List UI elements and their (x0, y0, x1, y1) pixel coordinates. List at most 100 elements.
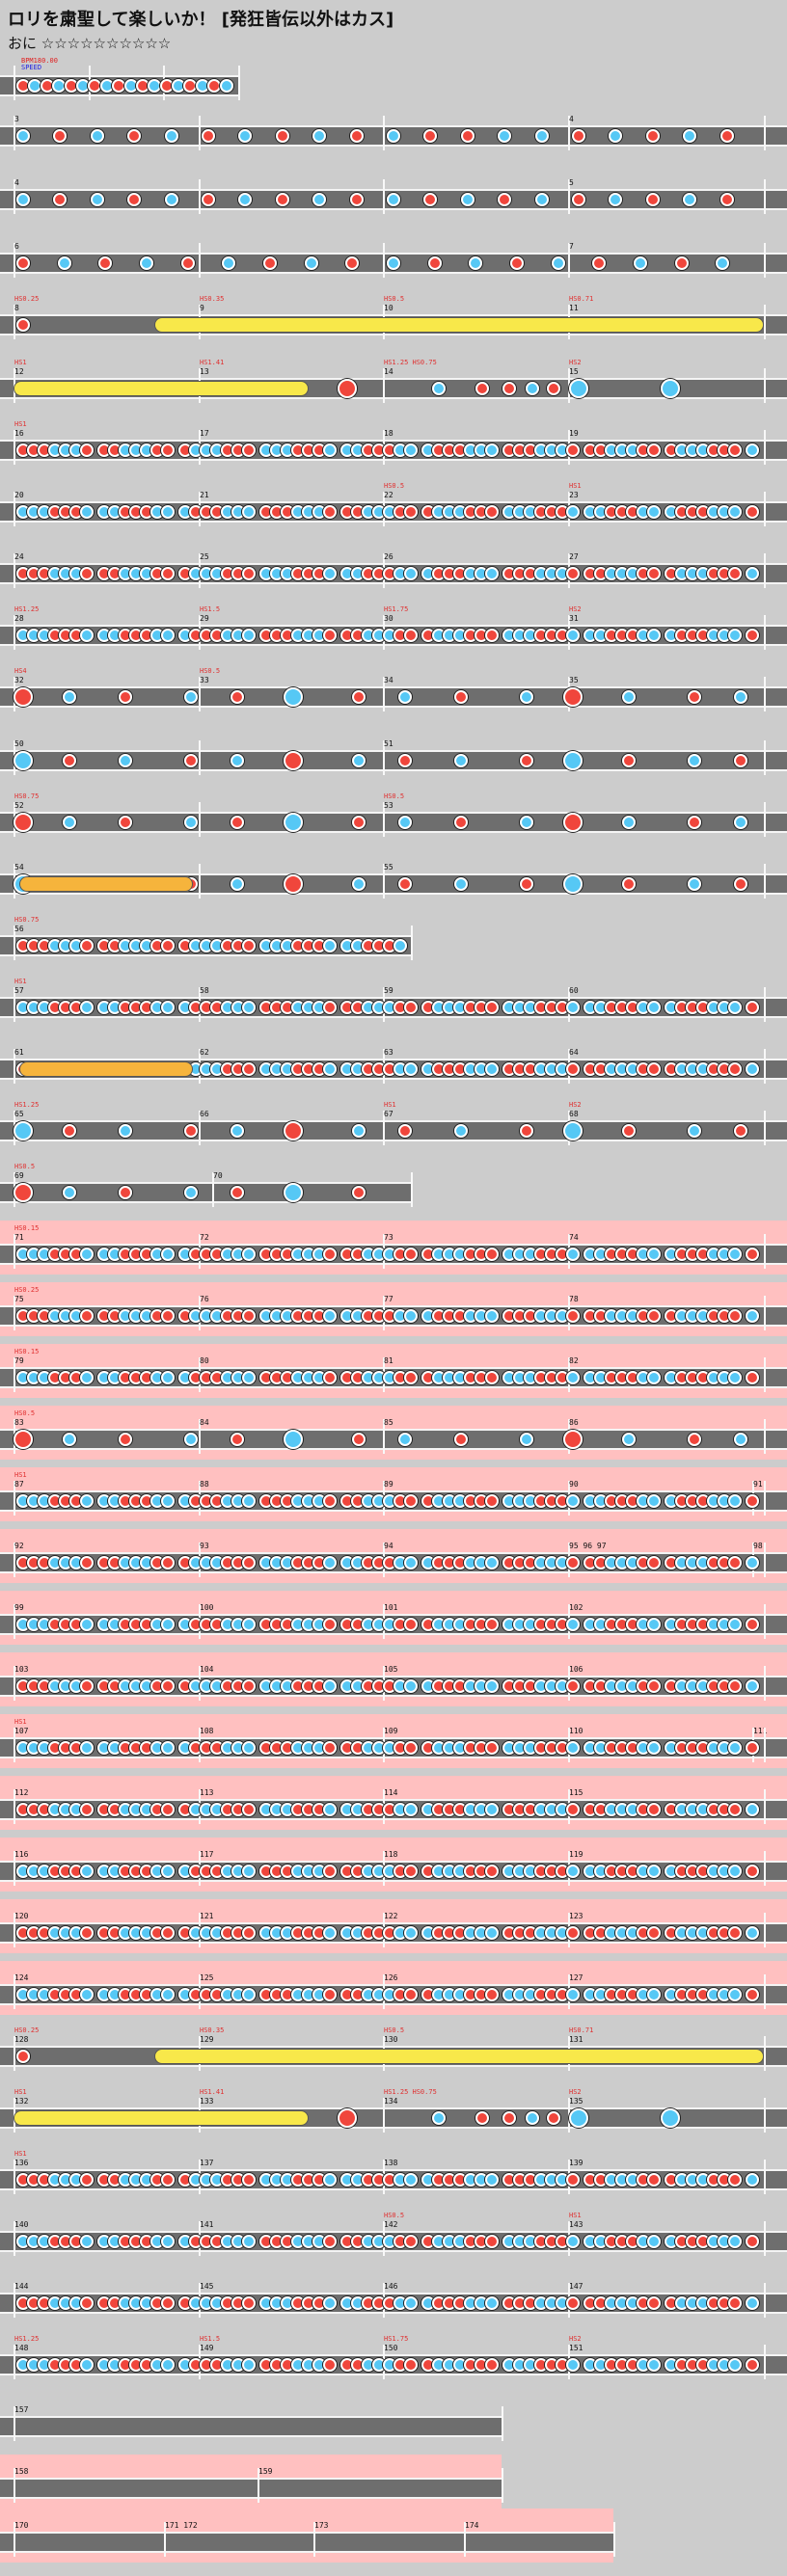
ka-note (80, 1001, 94, 1014)
don-note (454, 690, 468, 704)
measure-line (14, 492, 15, 526)
ka-note (746, 1309, 759, 1323)
measure-number: 68 (569, 1110, 579, 1118)
measure-number: 67 (384, 1110, 394, 1118)
ka-note (552, 256, 565, 270)
ka-note (161, 2358, 175, 2372)
measure-number: 21 (200, 491, 209, 499)
measure-line (383, 116, 385, 150)
measure-number: 135 (569, 2097, 583, 2106)
measure-number: 27 (569, 552, 579, 561)
ka-note (566, 1741, 580, 1755)
ka-note (323, 2296, 337, 2310)
don-note (461, 129, 475, 143)
score-row: 12 HS1 13 HS1.41 14 HS1.25 HS0.75 15 HS2 (0, 355, 787, 409)
ka-note (80, 629, 94, 642)
ka-note (242, 629, 256, 642)
don-note (547, 2111, 560, 2125)
ka-note (242, 1001, 256, 1014)
ka-note (746, 1926, 759, 1940)
don-note (80, 1679, 94, 1693)
ka-note (222, 256, 235, 270)
ka-note (647, 2235, 661, 2248)
measure-number: 73 (384, 1233, 394, 1242)
don-note (746, 1865, 759, 1878)
don-note (404, 1618, 418, 1631)
ka-note (63, 1433, 76, 1446)
don-note (728, 1062, 742, 1076)
ka-note (404, 1679, 418, 1693)
ka-note (535, 129, 549, 143)
ka-note (80, 1741, 94, 1755)
don-note (242, 2173, 256, 2187)
score-row: 124 125 126 127 (0, 1961, 787, 2015)
don-note (622, 1124, 636, 1138)
measure-line (764, 1481, 766, 1516)
don-note (338, 379, 357, 398)
ka-note (80, 1248, 94, 1261)
don-note (746, 2358, 759, 2372)
score-row: 148 HS1.25 149 HS1.5 150 HS1.75 151 HS2 (0, 2331, 787, 2385)
measure-line (764, 243, 766, 278)
ka-note (661, 379, 680, 398)
measure-number: 75 (14, 1295, 24, 1303)
scroll-speed-label: HS1 (569, 2212, 582, 2219)
score-row: 99 100 101 102 (0, 1591, 787, 1645)
scroll-speed-label: HS1.25 (14, 2335, 40, 2343)
measure-line (14, 1789, 15, 1824)
ka-note (184, 1433, 198, 1446)
drumroll-bar (19, 876, 193, 892)
measure-number: 128 (14, 2035, 29, 2044)
scroll-speed-label: HS0.25 (14, 2026, 40, 2034)
measure-number: 145 (200, 2282, 214, 2291)
ka-note (746, 1062, 759, 1076)
don-note (161, 2173, 175, 2187)
ka-note (485, 1556, 499, 1570)
measure-line (764, 2221, 766, 2256)
balloon-bar (154, 317, 764, 333)
scroll-speed-label: HS2 (569, 2088, 582, 2096)
measure-line (199, 864, 201, 899)
don-note (485, 1865, 499, 1878)
don-note (566, 1556, 580, 1570)
ka-note (404, 567, 418, 580)
measure-number: 83 (14, 1418, 24, 1427)
measure-number: 60 (569, 986, 579, 995)
ka-note (161, 1618, 175, 1631)
measure-line (383, 179, 385, 214)
ka-note (16, 129, 30, 143)
don-note (53, 129, 67, 143)
measure-line (764, 677, 766, 711)
don-note (14, 813, 33, 832)
measure-line (502, 2406, 503, 2441)
measure-line (613, 2522, 615, 2557)
score-row: 92 93 94 95 96 97 98 (0, 1529, 787, 1583)
don-note (728, 1803, 742, 1816)
ka-note (746, 2173, 759, 2187)
measure-number: 3 (14, 115, 19, 123)
ka-note (80, 2358, 94, 2372)
ka-note (404, 1556, 418, 1570)
ka-note (63, 1186, 76, 1199)
don-note (404, 629, 418, 642)
don-note (647, 567, 661, 580)
don-note (485, 629, 499, 642)
measure-number: 111 (753, 1727, 768, 1735)
measure-number: 50 (14, 739, 24, 748)
ka-note (728, 2235, 742, 2248)
measure-number: 87 (14, 1480, 24, 1489)
score-row (0, 52, 787, 106)
don-note (485, 2358, 499, 2372)
ka-note (622, 690, 636, 704)
measure-number: 151 (569, 2344, 583, 2352)
ka-note (526, 2111, 539, 2125)
don-note (454, 816, 468, 829)
measure-line (764, 864, 766, 899)
don-note (485, 1248, 499, 1261)
measure-number: 52 (14, 801, 24, 810)
measure-number: 119 (569, 1850, 583, 1859)
ka-note (161, 505, 175, 519)
ka-note (284, 1183, 303, 1202)
don-note (485, 1618, 499, 1631)
